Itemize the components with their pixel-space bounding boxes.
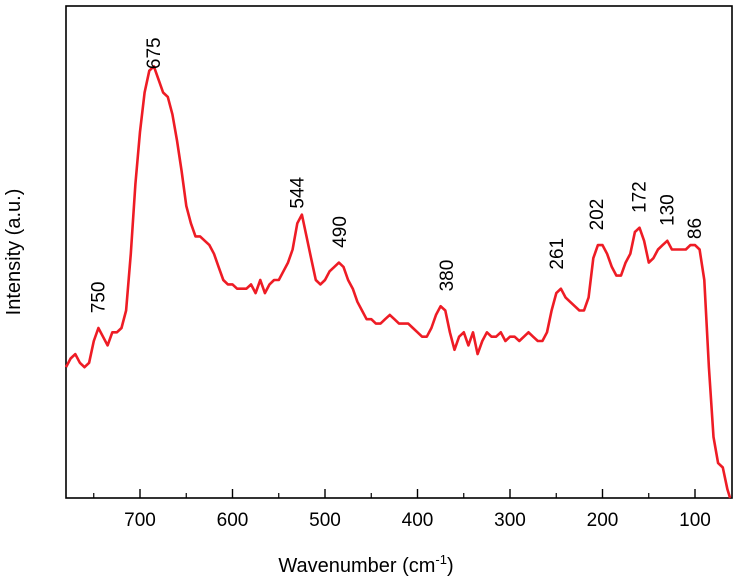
y-axis-title: Intensity (a.u.) (3, 189, 25, 316)
x-tick-label: 400 (402, 510, 434, 531)
x-tick-label: 500 (309, 510, 341, 531)
x-axis-title-main: Wavenumber (cm (278, 555, 435, 577)
plot-frame (65, 5, 733, 499)
x-tick-label: 300 (494, 510, 526, 531)
x-tick-label: 700 (124, 510, 156, 531)
x-axis-ticks (93, 489, 696, 498)
peak-label-172: 172 (630, 181, 651, 213)
spectrum-line (64, 65, 732, 499)
peak-labels: 750 675 544 490 380 261 202 172 130 86 (88, 37, 706, 313)
peak-label-750: 750 (88, 281, 109, 313)
peak-label-675: 675 (144, 37, 165, 69)
x-axis-title: Wavenumber (cm-1) (278, 552, 453, 577)
x-tick-label: 600 (217, 510, 249, 531)
x-tick-label: 200 (587, 510, 619, 531)
x-axis-title-superscript: -1 (435, 552, 447, 567)
x-tick-label: 100 (679, 510, 711, 531)
peak-label-86: 86 (685, 218, 706, 239)
peak-label-130: 130 (657, 194, 678, 226)
peak-label-490: 490 (330, 216, 351, 248)
peak-label-544: 544 (287, 176, 308, 208)
peak-label-380: 380 (437, 260, 458, 292)
peak-label-202: 202 (587, 199, 608, 231)
x-axis-title-close: ) (447, 555, 454, 577)
x-axis-tick-labels: 700 600 500 400 300 200 100 (124, 510, 711, 531)
peak-label-261: 261 (547, 238, 568, 270)
